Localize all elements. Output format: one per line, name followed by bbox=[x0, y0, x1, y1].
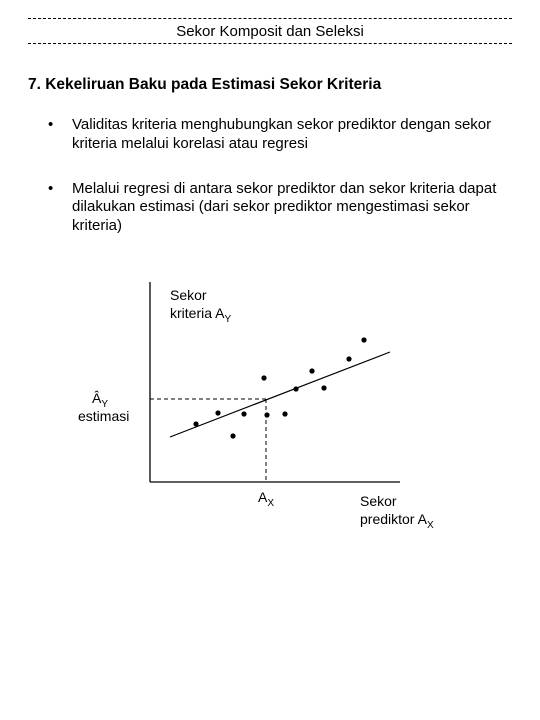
scatter-chart: Sekorkriteria AYÂYestimasiAXSekorpredikt… bbox=[70, 262, 470, 542]
bullet-list: Validitas kriteria menghubungkan sekor p… bbox=[48, 116, 512, 236]
section-title: 7. Kekeliruan Baku pada Estimasi Sekor K… bbox=[28, 76, 512, 94]
header-divider-bottom bbox=[28, 43, 512, 44]
svg-text:Sekor: Sekor bbox=[170, 287, 207, 303]
svg-text:estimasi: estimasi bbox=[78, 408, 129, 424]
chart-figure: Sekorkriteria AYÂYestimasiAXSekorpredikt… bbox=[28, 262, 512, 542]
header-title: Sekor Komposit dan Seleksi bbox=[28, 19, 512, 43]
list-item: Validitas kriteria menghubungkan sekor p… bbox=[48, 116, 512, 154]
list-item: Melalui regresi di antara sekor predikto… bbox=[48, 180, 512, 236]
svg-text:Sekor: Sekor bbox=[360, 493, 397, 509]
